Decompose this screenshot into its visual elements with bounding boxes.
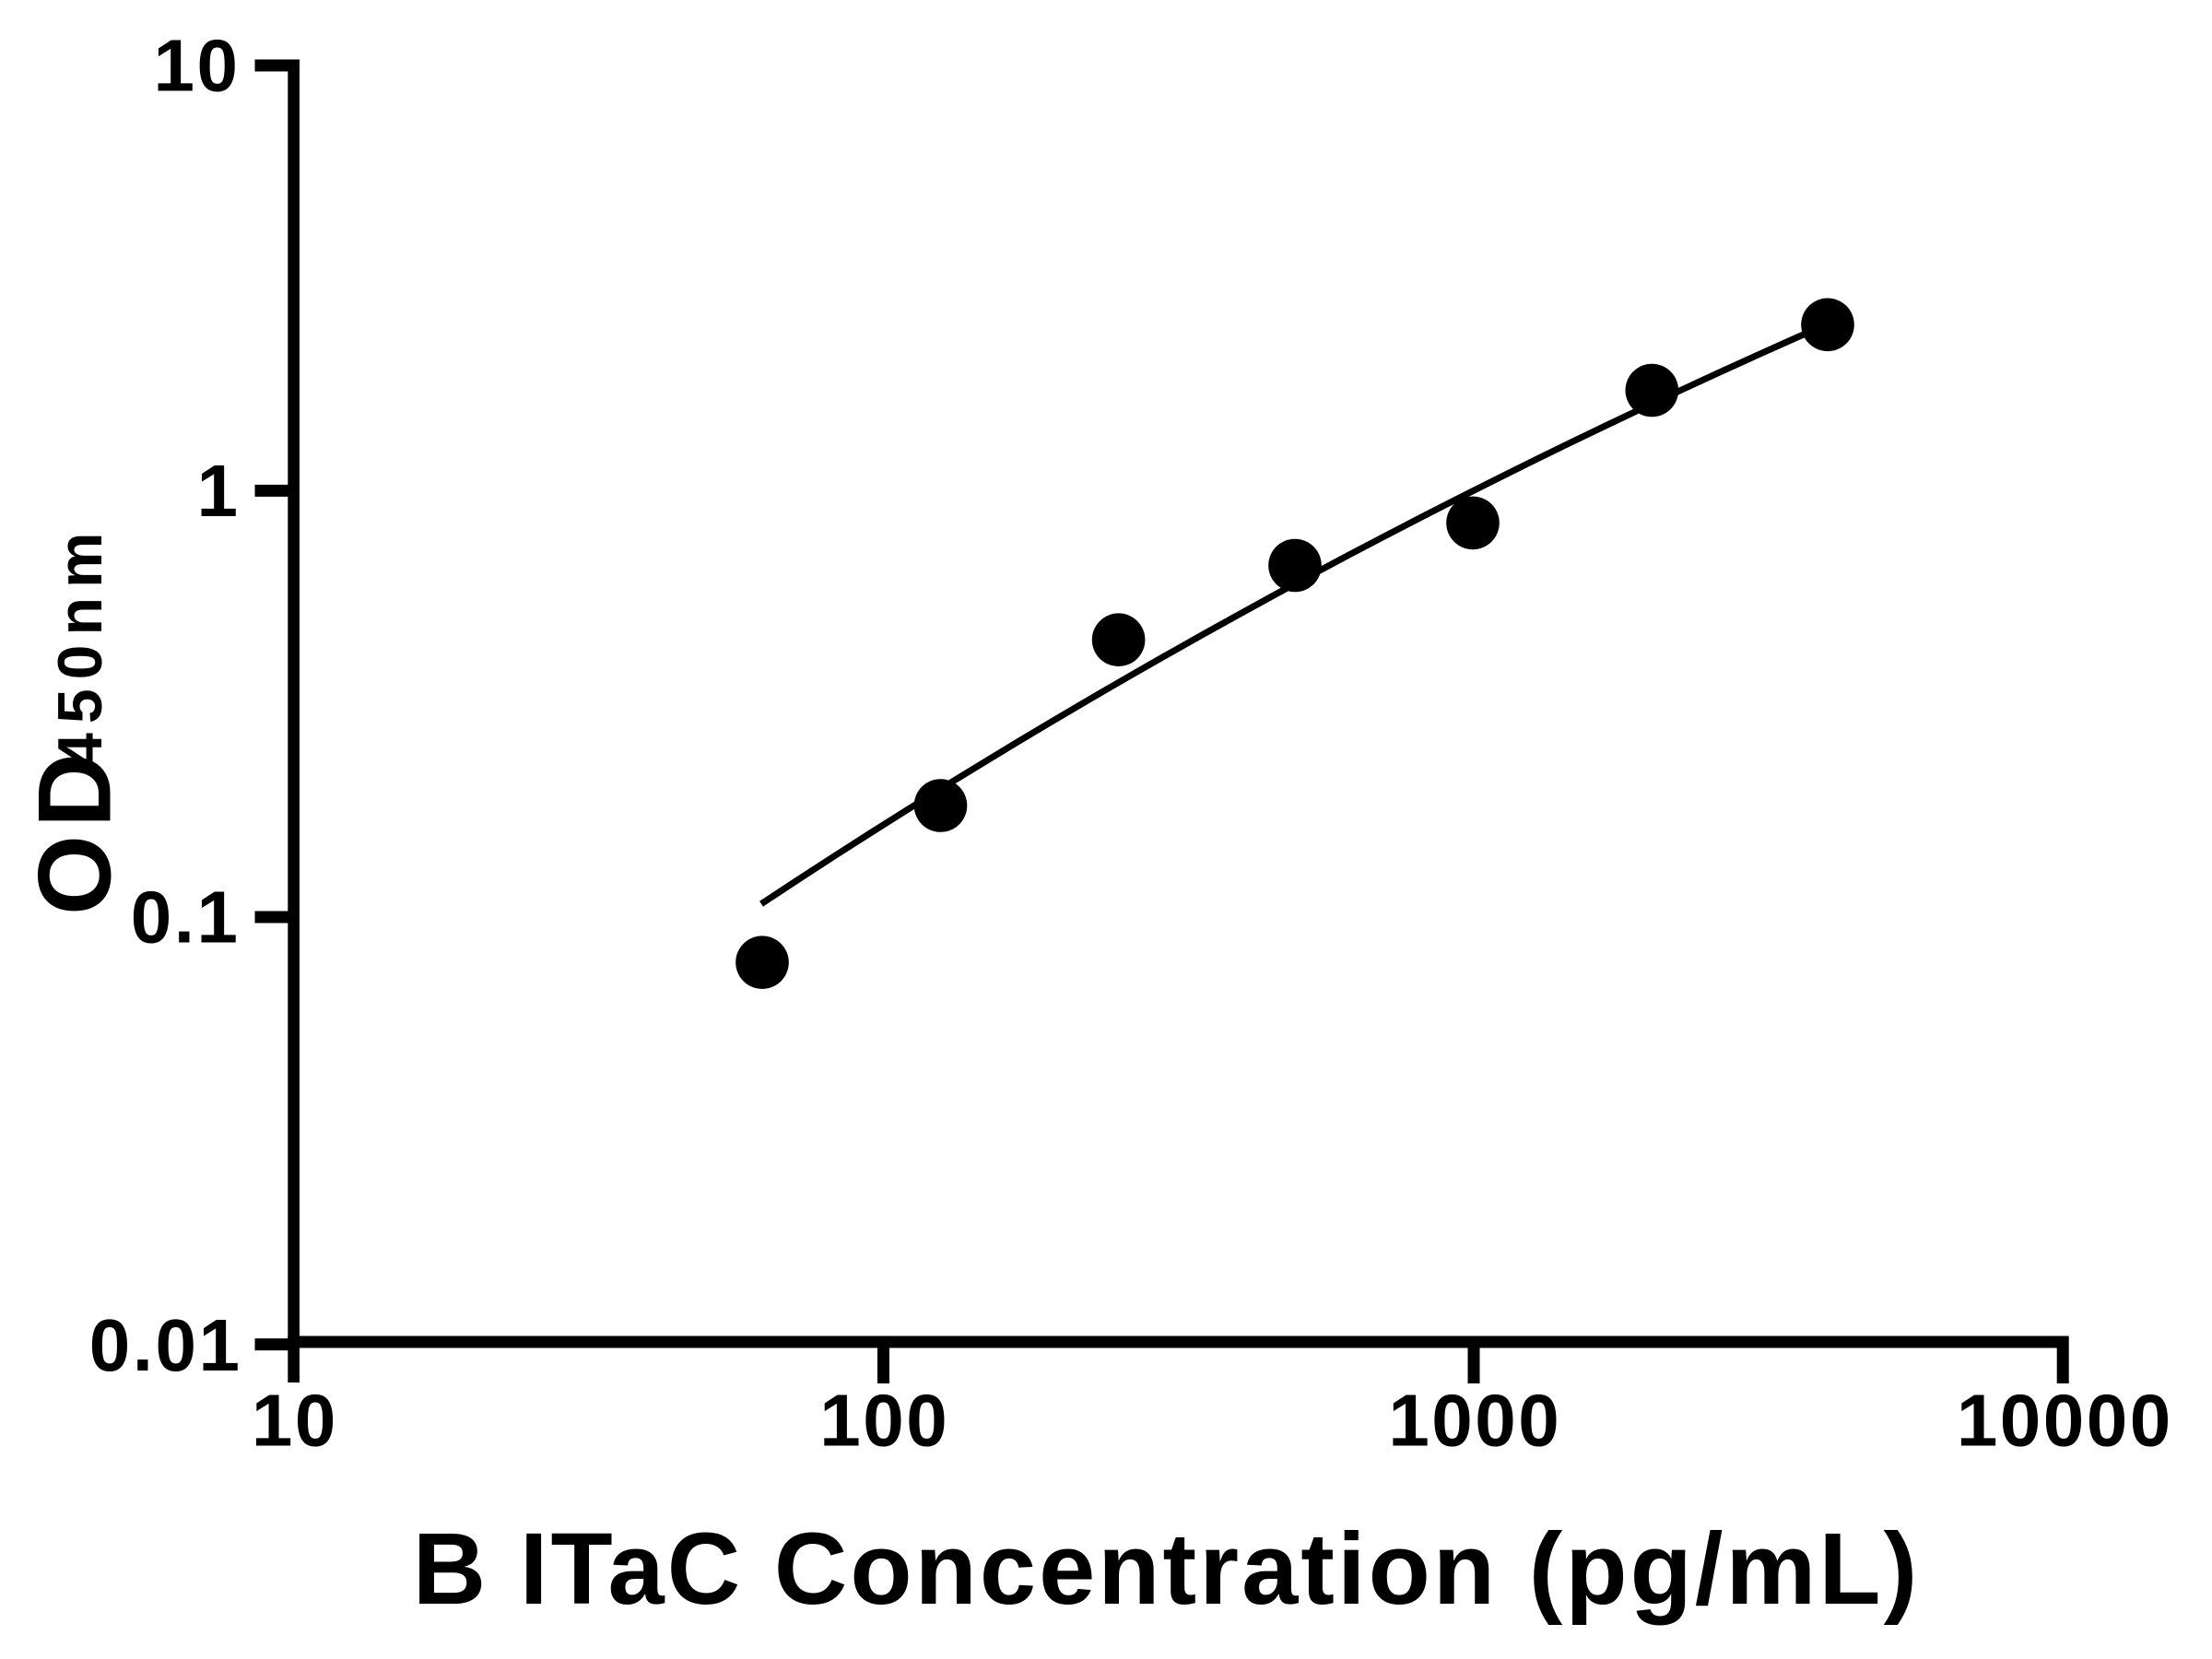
- svg-text:100: 100: [819, 1380, 949, 1462]
- svg-text:0.01: 0.01: [89, 1304, 242, 1386]
- svg-text:OD450nm: OD450nm: [18, 524, 133, 915]
- svg-text:1000: 1000: [1388, 1380, 1561, 1462]
- svg-text:10000: 10000: [1957, 1380, 2173, 1462]
- svg-text:10: 10: [154, 25, 241, 107]
- svg-text:B ITaC Concentration (pg/mL): B ITaC Concentration (pg/mL): [413, 1512, 1921, 1626]
- svg-text:1: 1: [197, 450, 241, 532]
- svg-text:0.1: 0.1: [131, 877, 241, 959]
- svg-text:10: 10: [252, 1380, 338, 1462]
